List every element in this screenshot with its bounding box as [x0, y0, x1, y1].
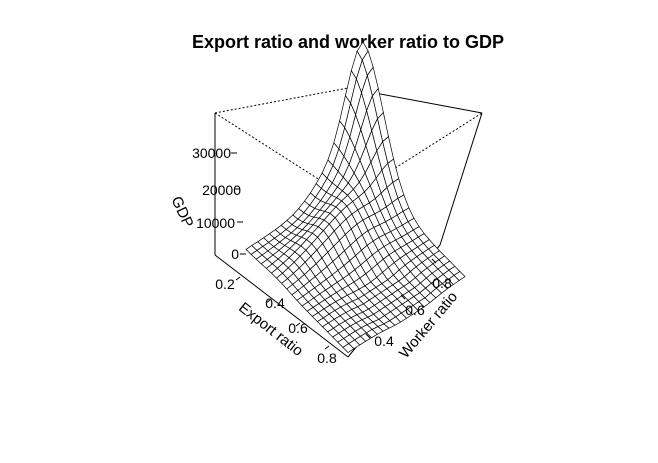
y-tick-label: 0.4	[374, 333, 394, 349]
chart-title: Export ratio and worker ratio to GDP	[192, 32, 504, 52]
surface-facet	[342, 343, 355, 353]
z-tick-label: 20000	[202, 182, 241, 198]
y-tick-mark	[431, 258, 437, 264]
z-axis-label: GDP	[168, 194, 197, 231]
x-tick-label: 0.4	[265, 295, 285, 311]
x-tick-label: 0.8	[317, 350, 337, 366]
x-tick-label: 0.6	[288, 320, 308, 336]
z-tick-label: 30000	[192, 145, 231, 161]
y-tick-mark	[365, 333, 371, 339]
box-edge-right-vertical	[439, 112, 483, 246]
surface-mesh	[245, 41, 466, 353]
z-axis: 0 10000 20000 30000 GDP	[168, 145, 246, 262]
x-tick-mark	[324, 345, 330, 350]
y-tick-label: 0.8	[432, 275, 452, 291]
x-tick-mark	[295, 322, 301, 327]
x-tick-mark	[265, 299, 271, 304]
x-tick-mark	[235, 276, 241, 281]
box-edge-front-left	[214, 254, 349, 358]
z-tick-label: 0	[231, 246, 239, 262]
box-edge-back-top	[214, 87, 349, 114]
box-edge-diag2	[347, 112, 483, 199]
x-tick-label: 0.2	[215, 276, 235, 292]
y-tick-label: 0.6	[405, 302, 425, 318]
y-tick-mark	[400, 294, 406, 300]
z-tick-label: 10000	[196, 215, 235, 231]
